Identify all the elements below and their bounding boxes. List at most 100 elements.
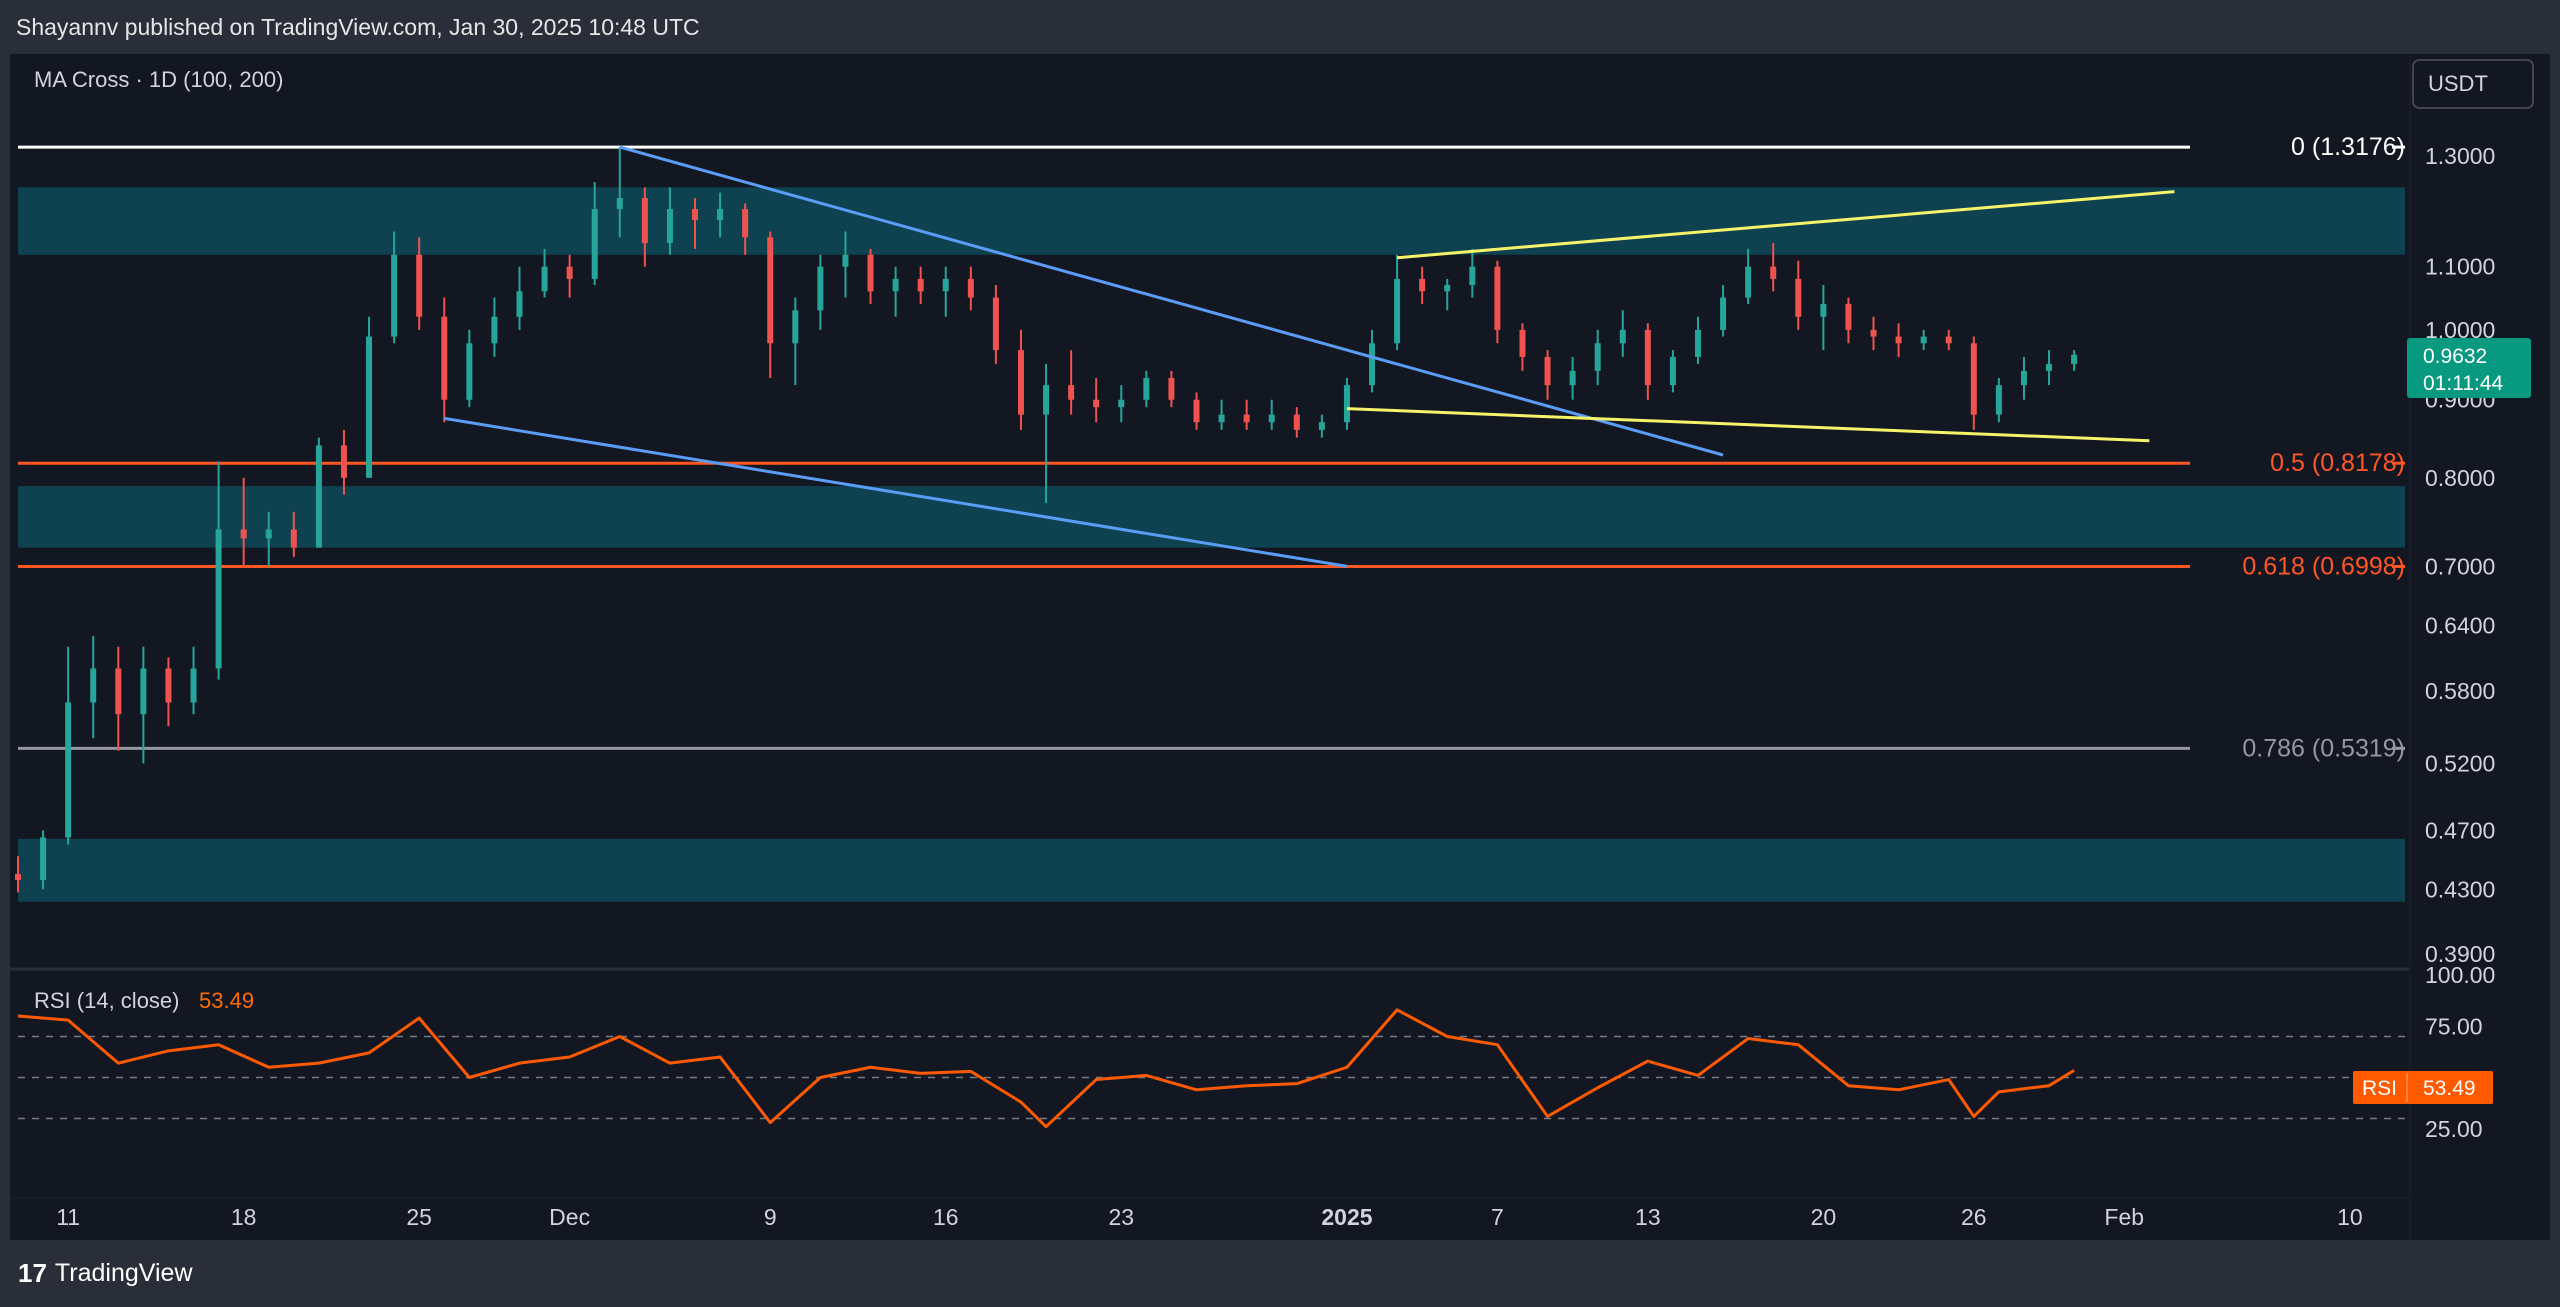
candle[interactable] [1945, 329, 1952, 351]
time-tick-label: 13 [1635, 1204, 1661, 1230]
candle[interactable] [591, 181, 598, 286]
candle[interactable] [290, 511, 297, 557]
candle[interactable] [1644, 323, 1651, 400]
time-tick-label: 7 [1491, 1204, 1504, 1230]
candle[interactable] [1619, 310, 1626, 357]
candle[interactable] [767, 231, 774, 378]
candle[interactable] [541, 248, 548, 298]
candle[interactable] [1093, 377, 1100, 423]
candle[interactable] [315, 437, 322, 548]
candle[interactable] [867, 248, 874, 304]
candle[interactable] [2071, 350, 2078, 371]
candle[interactable] [1218, 399, 1225, 430]
candle[interactable] [466, 329, 473, 408]
candle[interactable] [792, 297, 799, 386]
candle[interactable] [717, 192, 724, 238]
rsi-badge [2353, 1071, 2493, 1104]
candle[interactable] [340, 429, 347, 495]
candle[interactable] [1745, 248, 1752, 304]
candle[interactable] [391, 231, 398, 344]
wedge-upper-trendline[interactable] [1396, 190, 2175, 260]
candle[interactable] [942, 266, 949, 317]
candle[interactable] [1469, 248, 1476, 298]
candle[interactable] [1318, 414, 1325, 438]
candle[interactable] [1795, 260, 1802, 330]
candle[interactable] [1243, 399, 1250, 430]
candle[interactable] [416, 237, 423, 330]
candle[interactable] [165, 657, 172, 727]
candle-body [1318, 422, 1325, 430]
candle-body [491, 316, 498, 344]
candle[interactable] [1694, 316, 1701, 364]
candle[interactable] [566, 254, 573, 298]
candle[interactable] [1569, 356, 1576, 400]
candle[interactable] [1845, 297, 1852, 344]
candle[interactable] [892, 266, 899, 317]
candle[interactable] [215, 461, 222, 680]
candle[interactable] [65, 646, 72, 845]
candle[interactable] [1118, 385, 1125, 423]
candle[interactable] [692, 198, 699, 249]
rsi-line[interactable] [17, 1008, 2075, 1129]
candle[interactable] [1669, 350, 1676, 393]
candle[interactable] [240, 477, 247, 567]
candle[interactable] [1494, 260, 1501, 344]
candle[interactable] [40, 830, 47, 890]
candle[interactable] [1820, 285, 1827, 351]
candle[interactable] [641, 187, 648, 267]
candle-body [1218, 414, 1225, 423]
candle[interactable] [616, 147, 623, 238]
candle[interactable] [491, 297, 498, 357]
candle[interactable] [1519, 323, 1526, 371]
candle[interactable] [967, 266, 974, 311]
candle-body [591, 209, 598, 279]
candle[interactable] [1168, 370, 1175, 408]
candle[interactable] [1043, 363, 1050, 504]
candle-body [115, 668, 122, 715]
candle[interactable] [1720, 285, 1727, 337]
candle[interactable] [1995, 377, 2002, 423]
candle[interactable] [115, 646, 122, 751]
candle[interactable] [2046, 350, 2053, 386]
candle[interactable] [842, 231, 849, 298]
candle[interactable] [1343, 377, 1350, 430]
candle[interactable] [817, 254, 824, 330]
currency-label[interactable]: USDT [2428, 71, 2488, 96]
candle[interactable] [1770, 243, 1777, 292]
candle[interactable] [1444, 278, 1451, 311]
candle[interactable] [1017, 329, 1024, 430]
candle[interactable] [1143, 370, 1150, 408]
candle[interactable] [1193, 392, 1200, 430]
lower-channel-trendline[interactable] [444, 416, 1348, 568]
candle[interactable] [265, 511, 272, 567]
candle[interactable] [140, 646, 147, 764]
candle[interactable] [441, 297, 448, 423]
candle[interactable] [1544, 350, 1551, 400]
candle[interactable] [1068, 350, 1075, 415]
candle[interactable] [742, 203, 749, 255]
candle[interactable] [666, 187, 673, 255]
candle[interactable] [1293, 407, 1300, 438]
wedge-lower-trendline[interactable] [1346, 407, 2150, 443]
candle[interactable] [1970, 336, 1977, 430]
candle[interactable] [15, 856, 21, 893]
currency-selector[interactable] [2412, 59, 2534, 109]
candle[interactable] [1369, 329, 1376, 393]
candle[interactable] [1895, 323, 1902, 357]
candle[interactable] [2020, 356, 2027, 400]
candle[interactable] [1920, 329, 1927, 351]
tradingview-brand[interactable]: 17 TradingView [18, 1258, 193, 1289]
candle[interactable] [992, 285, 999, 364]
candle[interactable] [1268, 399, 1275, 430]
candle[interactable] [366, 316, 373, 478]
candle[interactable] [190, 646, 197, 715]
upper-channel-trendline[interactable] [619, 145, 1724, 457]
candle[interactable] [1594, 329, 1601, 386]
candle[interactable] [90, 636, 97, 739]
candle[interactable] [516, 266, 523, 330]
candle[interactable] [1394, 254, 1401, 351]
candle[interactable] [917, 266, 924, 304]
candle[interactable] [1419, 266, 1426, 304]
candle[interactable] [1870, 316, 1877, 351]
